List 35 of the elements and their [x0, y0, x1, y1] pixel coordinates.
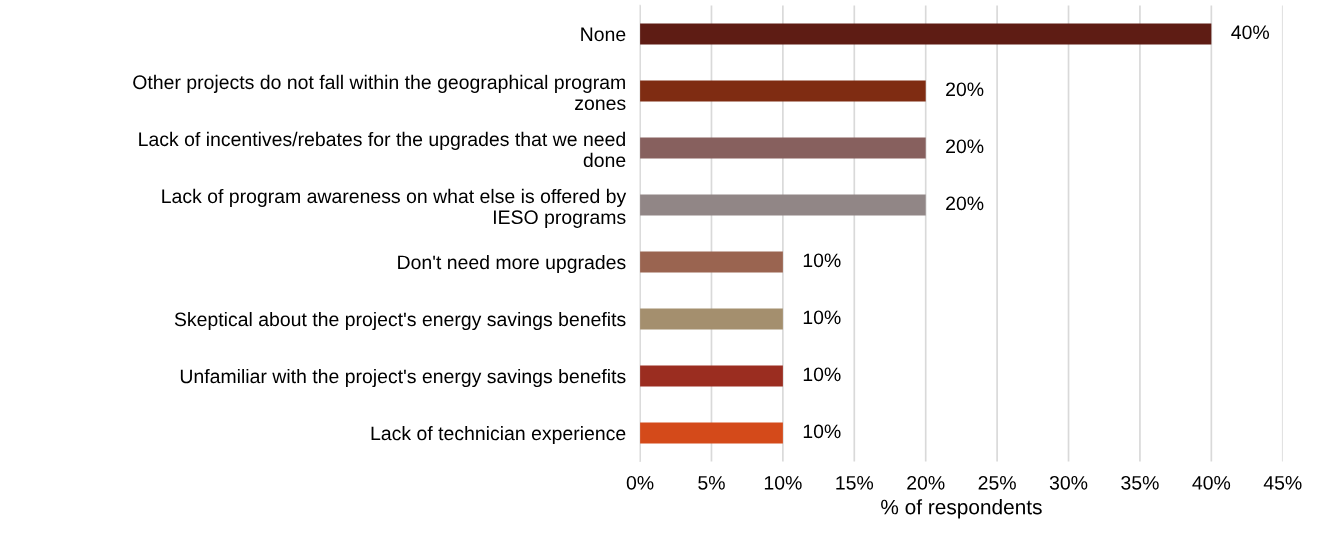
- x-tick-label: 35%: [1121, 475, 1159, 490]
- data-label: 10%: [803, 367, 841, 382]
- x-axis-title: % of respondents: [881, 499, 1042, 519]
- x-tick-label: 25%: [978, 475, 1016, 490]
- bar: [640, 80, 926, 102]
- bar: [640, 23, 1212, 45]
- y-tick-label: Don't need more upgrades: [398, 254, 626, 274]
- x-tick-label: 5%: [698, 476, 725, 490]
- data-label: 10%: [803, 424, 841, 439]
- data-label: 20%: [946, 196, 984, 211]
- bar: [640, 251, 783, 273]
- x-tick-label: 15%: [836, 476, 874, 490]
- x-tick-label: 10%: [764, 475, 802, 490]
- x-tick-label: 20%: [907, 475, 945, 490]
- data-label: 20%: [946, 82, 984, 97]
- bar: [640, 194, 926, 216]
- x-tick-label: 40%: [1192, 475, 1231, 490]
- y-tick-label: Lack of technician experience: [371, 426, 626, 445]
- data-label: 10%: [803, 253, 841, 268]
- bar: [640, 422, 783, 444]
- bar: [640, 365, 783, 387]
- bar: [640, 308, 783, 330]
- y-tick-label: Unfamiliar with the project's energy savings benefits: [180, 368, 626, 388]
- y-tick-label: Other projects do not fall within the geographical program zones: [133, 74, 626, 111]
- x-tick-label: 30%: [1049, 475, 1088, 490]
- data-label: 40%: [1231, 25, 1270, 40]
- y-tick-label: Lack of incentives/rebates for the upgrades that we need done: [139, 131, 626, 168]
- x-tick-label: 0%: [626, 475, 654, 490]
- data-label: 20%: [946, 139, 984, 154]
- bar: [640, 137, 926, 159]
- y-tick-label: None: [581, 27, 626, 42]
- y-tick-label: Lack of program awareness on what else is offered by IESO programs: [162, 188, 627, 228]
- y-tick-label: Skeptical about the project's energy savings benefits: [174, 311, 626, 331]
- data-label: 10%: [803, 310, 841, 325]
- x-tick-label: 45%: [1263, 476, 1302, 490]
